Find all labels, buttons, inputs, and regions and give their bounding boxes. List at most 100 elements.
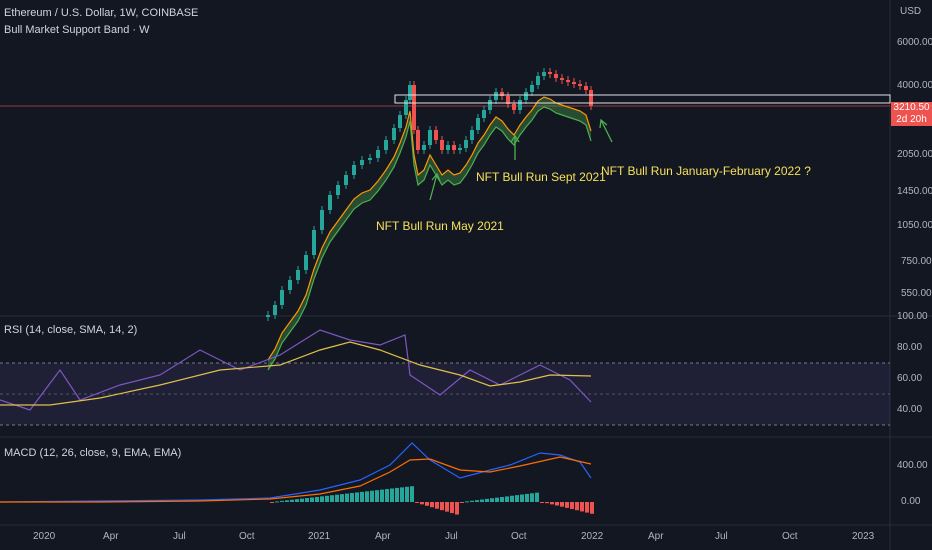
candle <box>392 128 396 140</box>
macd-histogram-bar <box>420 502 424 505</box>
price-tick: 550.00 <box>901 288 932 299</box>
macd-histogram-bar <box>575 502 579 511</box>
macd-histogram-bar <box>430 502 434 508</box>
candle <box>384 140 388 150</box>
time-tick: 2023 <box>852 531 875 542</box>
macd-histogram-bar <box>460 502 464 503</box>
time-tick: Oct <box>511 531 527 542</box>
macd-histogram-bar <box>360 491 364 502</box>
macd-histogram-bar <box>405 486 409 502</box>
macd-histogram-bar <box>545 502 549 504</box>
macd-histogram-bar <box>535 492 539 502</box>
annotation-may: NFT Bull Run May 2021 <box>376 219 504 233</box>
macd-histogram-bar <box>370 490 374 502</box>
macd-histogram-bar <box>450 502 454 514</box>
candle <box>482 110 486 118</box>
rsi-title[interactable]: RSI (14, close, SMA, 14, 2) <box>4 324 138 336</box>
time-tick: Apr <box>648 531 664 542</box>
macd-histogram-bar <box>560 502 564 507</box>
macd-histogram-bar <box>505 496 509 502</box>
macd-histogram-bar <box>335 494 339 502</box>
candle <box>536 76 540 85</box>
macd-histogram-bar <box>295 499 299 502</box>
annotation-sept: NFT Bull Run Sept 2021 <box>476 170 606 184</box>
macd-histogram-bar <box>380 489 384 502</box>
candle <box>280 290 284 305</box>
macd-title[interactable]: MACD (12, 26, close, 9, EMA, EMA) <box>4 447 182 459</box>
macd-histogram-bar <box>300 498 304 502</box>
candle <box>446 145 450 150</box>
macd-histogram-bar <box>435 502 439 509</box>
rsi-tick: 80.00 <box>897 342 923 353</box>
candle <box>500 92 504 96</box>
macd-histogram-bar <box>375 490 379 502</box>
macd-histogram-bar <box>270 502 274 503</box>
price-tick: 4000.00 <box>897 80 932 91</box>
macd-histogram-bar <box>440 502 444 511</box>
candle <box>296 270 300 280</box>
candle <box>266 315 270 317</box>
price-tick: 2050.00 <box>897 149 932 160</box>
price-tick: 1050.00 <box>897 220 932 231</box>
candle <box>320 210 324 230</box>
price-tick: 6000.00 <box>897 37 932 48</box>
candle <box>470 130 474 140</box>
candle <box>360 160 364 165</box>
candle <box>548 72 552 74</box>
macd-line <box>0 442 592 503</box>
candle <box>524 92 528 100</box>
time-tick: Jul <box>445 531 458 542</box>
annotation-arrows <box>429 118 613 201</box>
candle <box>288 280 292 290</box>
macd-histogram-bar <box>415 502 419 503</box>
candle <box>304 255 308 270</box>
macd-histogram-bar <box>525 493 529 502</box>
macd-histogram-bar <box>480 499 484 502</box>
macd-histogram-bar <box>310 497 314 502</box>
macd-histogram-bar <box>470 500 474 502</box>
candle <box>328 195 332 210</box>
time-tick: Apr <box>375 531 391 542</box>
macd-histogram-bar <box>385 489 389 502</box>
candle <box>578 84 582 86</box>
candle <box>376 150 380 158</box>
macd-histogram-bar <box>345 493 349 502</box>
macd-histogram-bar <box>490 498 494 502</box>
candle <box>428 130 432 145</box>
candle <box>368 158 372 160</box>
macd-histogram-bar <box>475 500 479 502</box>
macd-histogram-bar <box>510 495 514 502</box>
macd-histogram-bar <box>315 496 319 502</box>
macd-histogram-bar <box>285 500 289 502</box>
macd-histogram-bar <box>495 497 499 502</box>
candle <box>560 78 564 80</box>
candle <box>506 96 510 104</box>
candle <box>398 115 402 128</box>
macd-histogram-bar <box>410 486 414 502</box>
macd-histogram-bar <box>340 494 344 502</box>
time-tick: 2020 <box>33 531 56 542</box>
macd-histogram-bar <box>550 502 554 505</box>
candle <box>336 185 340 195</box>
time-tick: Oct <box>239 531 255 542</box>
candle <box>476 118 480 130</box>
currency-label[interactable]: USD <box>900 6 922 17</box>
macd-histogram-bar <box>565 502 569 508</box>
candle <box>530 85 534 92</box>
candle <box>554 74 558 78</box>
macd-histogram-bar <box>585 502 589 513</box>
candle <box>458 148 462 150</box>
candle <box>440 140 444 150</box>
macd-histogram-bar <box>555 502 559 506</box>
time-tick: 2021 <box>308 531 331 542</box>
indicator-title[interactable]: Bull Market Support Band · W <box>4 24 150 36</box>
macd-histogram-bar <box>325 495 329 502</box>
macd-histogram-bar <box>290 499 294 502</box>
candle <box>518 100 522 110</box>
macd-tick: 400.00 <box>897 460 928 471</box>
macd-histogram-bar <box>330 495 334 502</box>
candle <box>572 82 576 84</box>
band-line <box>267 96 592 361</box>
time-tick: Oct <box>782 531 798 542</box>
